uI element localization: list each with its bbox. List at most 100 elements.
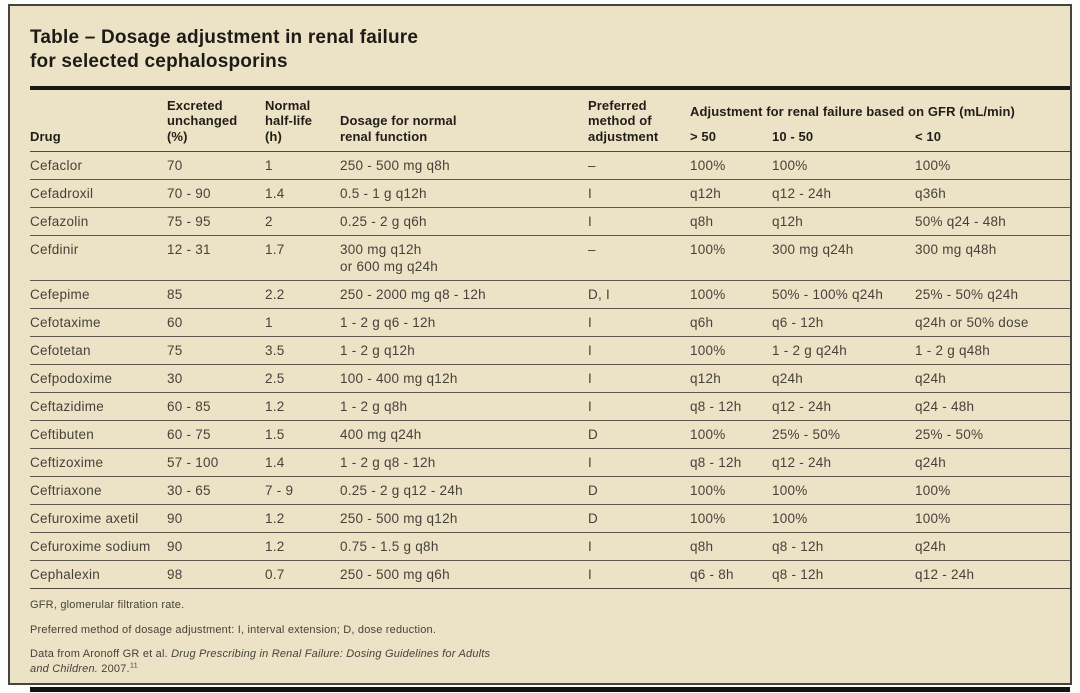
column-header-drug: Drug bbox=[30, 89, 167, 153]
cell-adjustment-method: I bbox=[588, 364, 690, 393]
cell-drug: Cefdinir bbox=[30, 235, 167, 281]
cell-half-life: 1.4 bbox=[265, 179, 340, 208]
cell-gfr-10-50: 25% - 50% bbox=[772, 420, 915, 449]
cell-drug: Cefepime bbox=[30, 280, 167, 309]
citation-prefix: Data from Aronoff GR et al. bbox=[30, 647, 172, 660]
cell-gfr-gt-50: 100% bbox=[690, 420, 772, 449]
cell-half-life: 2.5 bbox=[265, 364, 340, 393]
header-row-gfr: > 50 10 - 50 < 10 bbox=[30, 120, 1071, 153]
cell-half-life: 1.5 bbox=[265, 420, 340, 449]
cell-adjustment-method: D bbox=[588, 476, 690, 505]
cell-gfr-10-50: q6 - 12h bbox=[772, 308, 915, 337]
cell-drug: Cefuroxime sodium bbox=[30, 532, 167, 561]
cell-gfr-lt-10: 100% bbox=[915, 158, 951, 174]
cell-normal-dosage: 0.25 - 2 g q6h bbox=[340, 207, 588, 236]
cell-excreted-unchanged: 85 bbox=[167, 280, 265, 309]
bottom-rule bbox=[30, 686, 1070, 692]
citation-year: 2007. bbox=[98, 663, 130, 676]
cell-adjustment-method: I bbox=[588, 179, 690, 208]
cell-drug: Cefazolin bbox=[30, 207, 167, 236]
cell-gfr-gt-50: 100% bbox=[690, 158, 726, 174]
cell-gfr-lt-10: 100% bbox=[915, 476, 1071, 505]
cell-half-life: 2 bbox=[265, 207, 340, 236]
table-row: Cefuroxime axetil 90 1.2 250 - 500 mg q12h D… bbox=[30, 504, 1071, 533]
footnote-method: Preferred method of dosage adjustment: I… bbox=[30, 623, 437, 636]
cell-gfr-10-50: q8 - 12h bbox=[772, 532, 915, 561]
table-row: Ceftibuten 60 - 75 1.5 400 mg q24h D 100% 25% … bbox=[30, 420, 1071, 449]
cell-drug: Ceftibuten bbox=[30, 420, 167, 449]
cell-drug: Cefadroxil bbox=[30, 179, 167, 208]
cell-gfr-lt-10: 50% q24 - 48h bbox=[915, 207, 1071, 236]
cell-gfr-lt-10: q24h bbox=[915, 532, 1071, 561]
cell-excreted-unchanged: 30 bbox=[167, 364, 265, 393]
citation-title-italic: Drug Prescribing in Renal Failure: Dosin… bbox=[30, 647, 491, 676]
cell-excreted-unchanged: 12 - 31 bbox=[167, 235, 265, 281]
dosage-table: Drug Excreted unchanged (%) Normal half-… bbox=[30, 89, 1071, 590]
cell-adjustment-method: I bbox=[588, 207, 690, 236]
cell-gfr-10-50: 100% bbox=[772, 158, 808, 174]
column-header-half-life: Normal half-life (h) bbox=[265, 89, 340, 153]
cell-gfr-10-50: 1 - 2 g q24h bbox=[772, 336, 915, 365]
column-header-gfr-gt-50: > 50 bbox=[690, 120, 772, 153]
cell-gfr-10-50: q12 - 24h bbox=[772, 392, 915, 421]
cell-half-life: 1.2 bbox=[265, 532, 340, 561]
cell-normal-dosage: 250 - 500 mg q6h bbox=[340, 560, 588, 590]
cell-half-life: 1.2 bbox=[265, 504, 340, 533]
cell-normal-dosage: 0.75 - 1.5 g q8h bbox=[340, 532, 588, 561]
cell-gfr-gt-50: q8h bbox=[690, 207, 772, 236]
cell-excreted-unchanged: 98 bbox=[167, 560, 265, 590]
cell-excreted-unchanged: 60 - 75 bbox=[167, 420, 265, 449]
gfr-group-header: Adjustment for renal failure based on GF… bbox=[690, 104, 1015, 120]
footnote-source: Data from Aronoff GR et al. Drug Prescri… bbox=[30, 647, 508, 678]
cell-half-life: 1 bbox=[265, 308, 340, 337]
cell-gfr-gt-50: q8 - 12h bbox=[690, 392, 772, 421]
cell-normal-dosage: 0.5 - 1 g q12h bbox=[340, 179, 588, 208]
table-row: Cefotetan 75 3.5 1 - 2 g q12h I 100% 1 - 2 g q… bbox=[30, 336, 1071, 365]
cell-gfr-gt-50: 100% bbox=[690, 280, 772, 309]
cell-half-life: 0.7 bbox=[265, 560, 340, 590]
cell-half-life: 1 bbox=[265, 158, 273, 174]
cell-gfr-10-50: q12h bbox=[772, 207, 915, 236]
cell-adjustment-method: – bbox=[588, 158, 596, 174]
title-rule bbox=[30, 85, 1070, 90]
table-title-line-2: for selected cephalosporins bbox=[30, 51, 288, 73]
table-title: Table – Dosage adjustment in renal failu… bbox=[30, 26, 1060, 75]
cell-drug: Cefpodoxime bbox=[30, 364, 167, 393]
cell-gfr-gt-50: 100% bbox=[690, 235, 772, 281]
cell-adjustment-method: I bbox=[588, 392, 690, 421]
table-row: Cefaclor 70 1 250 - 500 mg q8h – 100% 100% 100% bbox=[30, 152, 1070, 180]
cell-gfr-gt-50: q8 - 12h bbox=[690, 448, 772, 477]
cell-normal-dosage: 1 - 2 g q6 - 12h bbox=[340, 308, 588, 337]
cell-gfr-gt-50: q12h bbox=[690, 179, 772, 208]
cell-adjustment-method: I bbox=[588, 448, 690, 477]
cell-adjustment-method: – bbox=[588, 235, 690, 281]
cell-drug: Ceftazidime bbox=[30, 392, 167, 421]
table-row: Cefdinir 12 - 31 1.7 300 mg q12h or 600 mg … bbox=[30, 235, 1071, 281]
cell-gfr-10-50: 300 mg q24h bbox=[772, 235, 915, 281]
cell-gfr-10-50: 100% bbox=[772, 476, 915, 505]
cell-gfr-lt-10: q24h bbox=[915, 364, 1071, 393]
cell-gfr-10-50: q12 - 24h bbox=[772, 179, 915, 208]
cell-drug: Cefuroxime axetil bbox=[30, 504, 167, 533]
cell-gfr-10-50: 100% bbox=[772, 504, 915, 533]
cell-gfr-lt-10: 100% bbox=[915, 504, 1071, 533]
cell-half-life: 1.4 bbox=[265, 448, 340, 477]
cell-excreted-unchanged: 90 bbox=[167, 504, 265, 533]
cell-gfr-lt-10: q12 - 24h bbox=[915, 560, 1071, 590]
cell-gfr-10-50: q8 - 12h bbox=[772, 560, 915, 590]
cell-drug: Cefotetan bbox=[30, 336, 167, 365]
column-header-normal-dosage: Dosage for normal renal function bbox=[340, 89, 588, 153]
cell-gfr-lt-10: q24h or 50% dose bbox=[915, 308, 1071, 337]
cell-normal-dosage: 100 - 400 mg q12h bbox=[340, 364, 588, 393]
cell-adjustment-method: I bbox=[588, 560, 690, 590]
cell-drug: Ceftizoxime bbox=[30, 448, 167, 477]
cell-normal-dosage: 400 mg q24h bbox=[340, 420, 588, 449]
cell-normal-dosage: 1 - 2 g q12h bbox=[340, 336, 588, 365]
cell-gfr-lt-10: q24h bbox=[915, 448, 1071, 477]
